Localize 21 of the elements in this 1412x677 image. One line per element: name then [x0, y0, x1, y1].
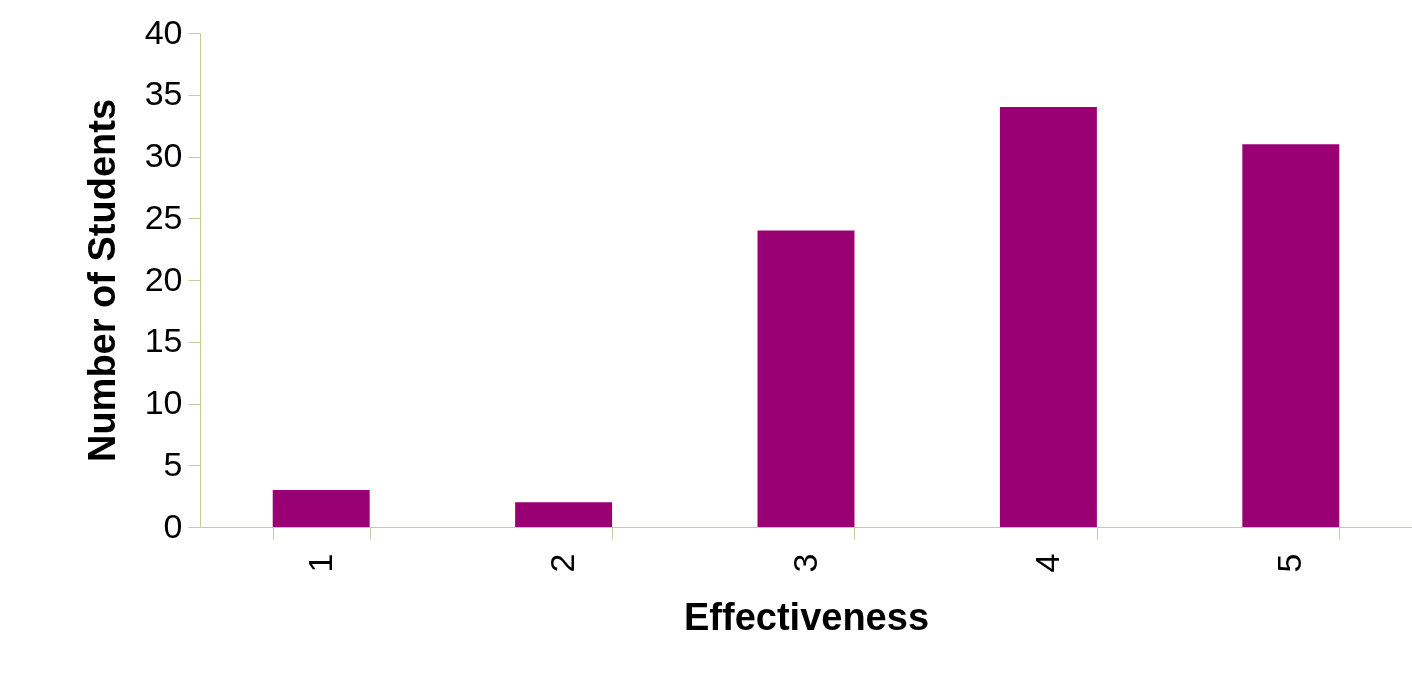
y-tick-label: 35 — [144, 74, 183, 113]
y-tick-label: 40 — [144, 12, 183, 51]
x-tick-label: 1 — [300, 553, 339, 573]
x-tick-label: 2 — [543, 553, 582, 573]
y-axis-title: Number of Students — [80, 98, 123, 463]
bar — [272, 489, 370, 527]
y-tick-label: 10 — [144, 383, 183, 421]
bar — [515, 502, 613, 527]
y-tick-label: 0 — [163, 506, 183, 545]
x-tick-label: 5 — [1270, 553, 1309, 573]
y-tick-label: 25 — [144, 197, 183, 236]
bar — [1242, 144, 1340, 527]
y-tick-label: 15 — [144, 321, 183, 360]
y-tick-label: 5 — [163, 444, 183, 483]
y-tick-label: 30 — [144, 136, 183, 174]
bar — [999, 107, 1097, 527]
bar — [757, 230, 855, 527]
x-tick-label: 4 — [1027, 553, 1066, 573]
x-axis-title: Effectiveness — [683, 596, 930, 639]
x-tick-label: 3 — [785, 553, 824, 573]
y-tick-label: 20 — [144, 259, 183, 298]
